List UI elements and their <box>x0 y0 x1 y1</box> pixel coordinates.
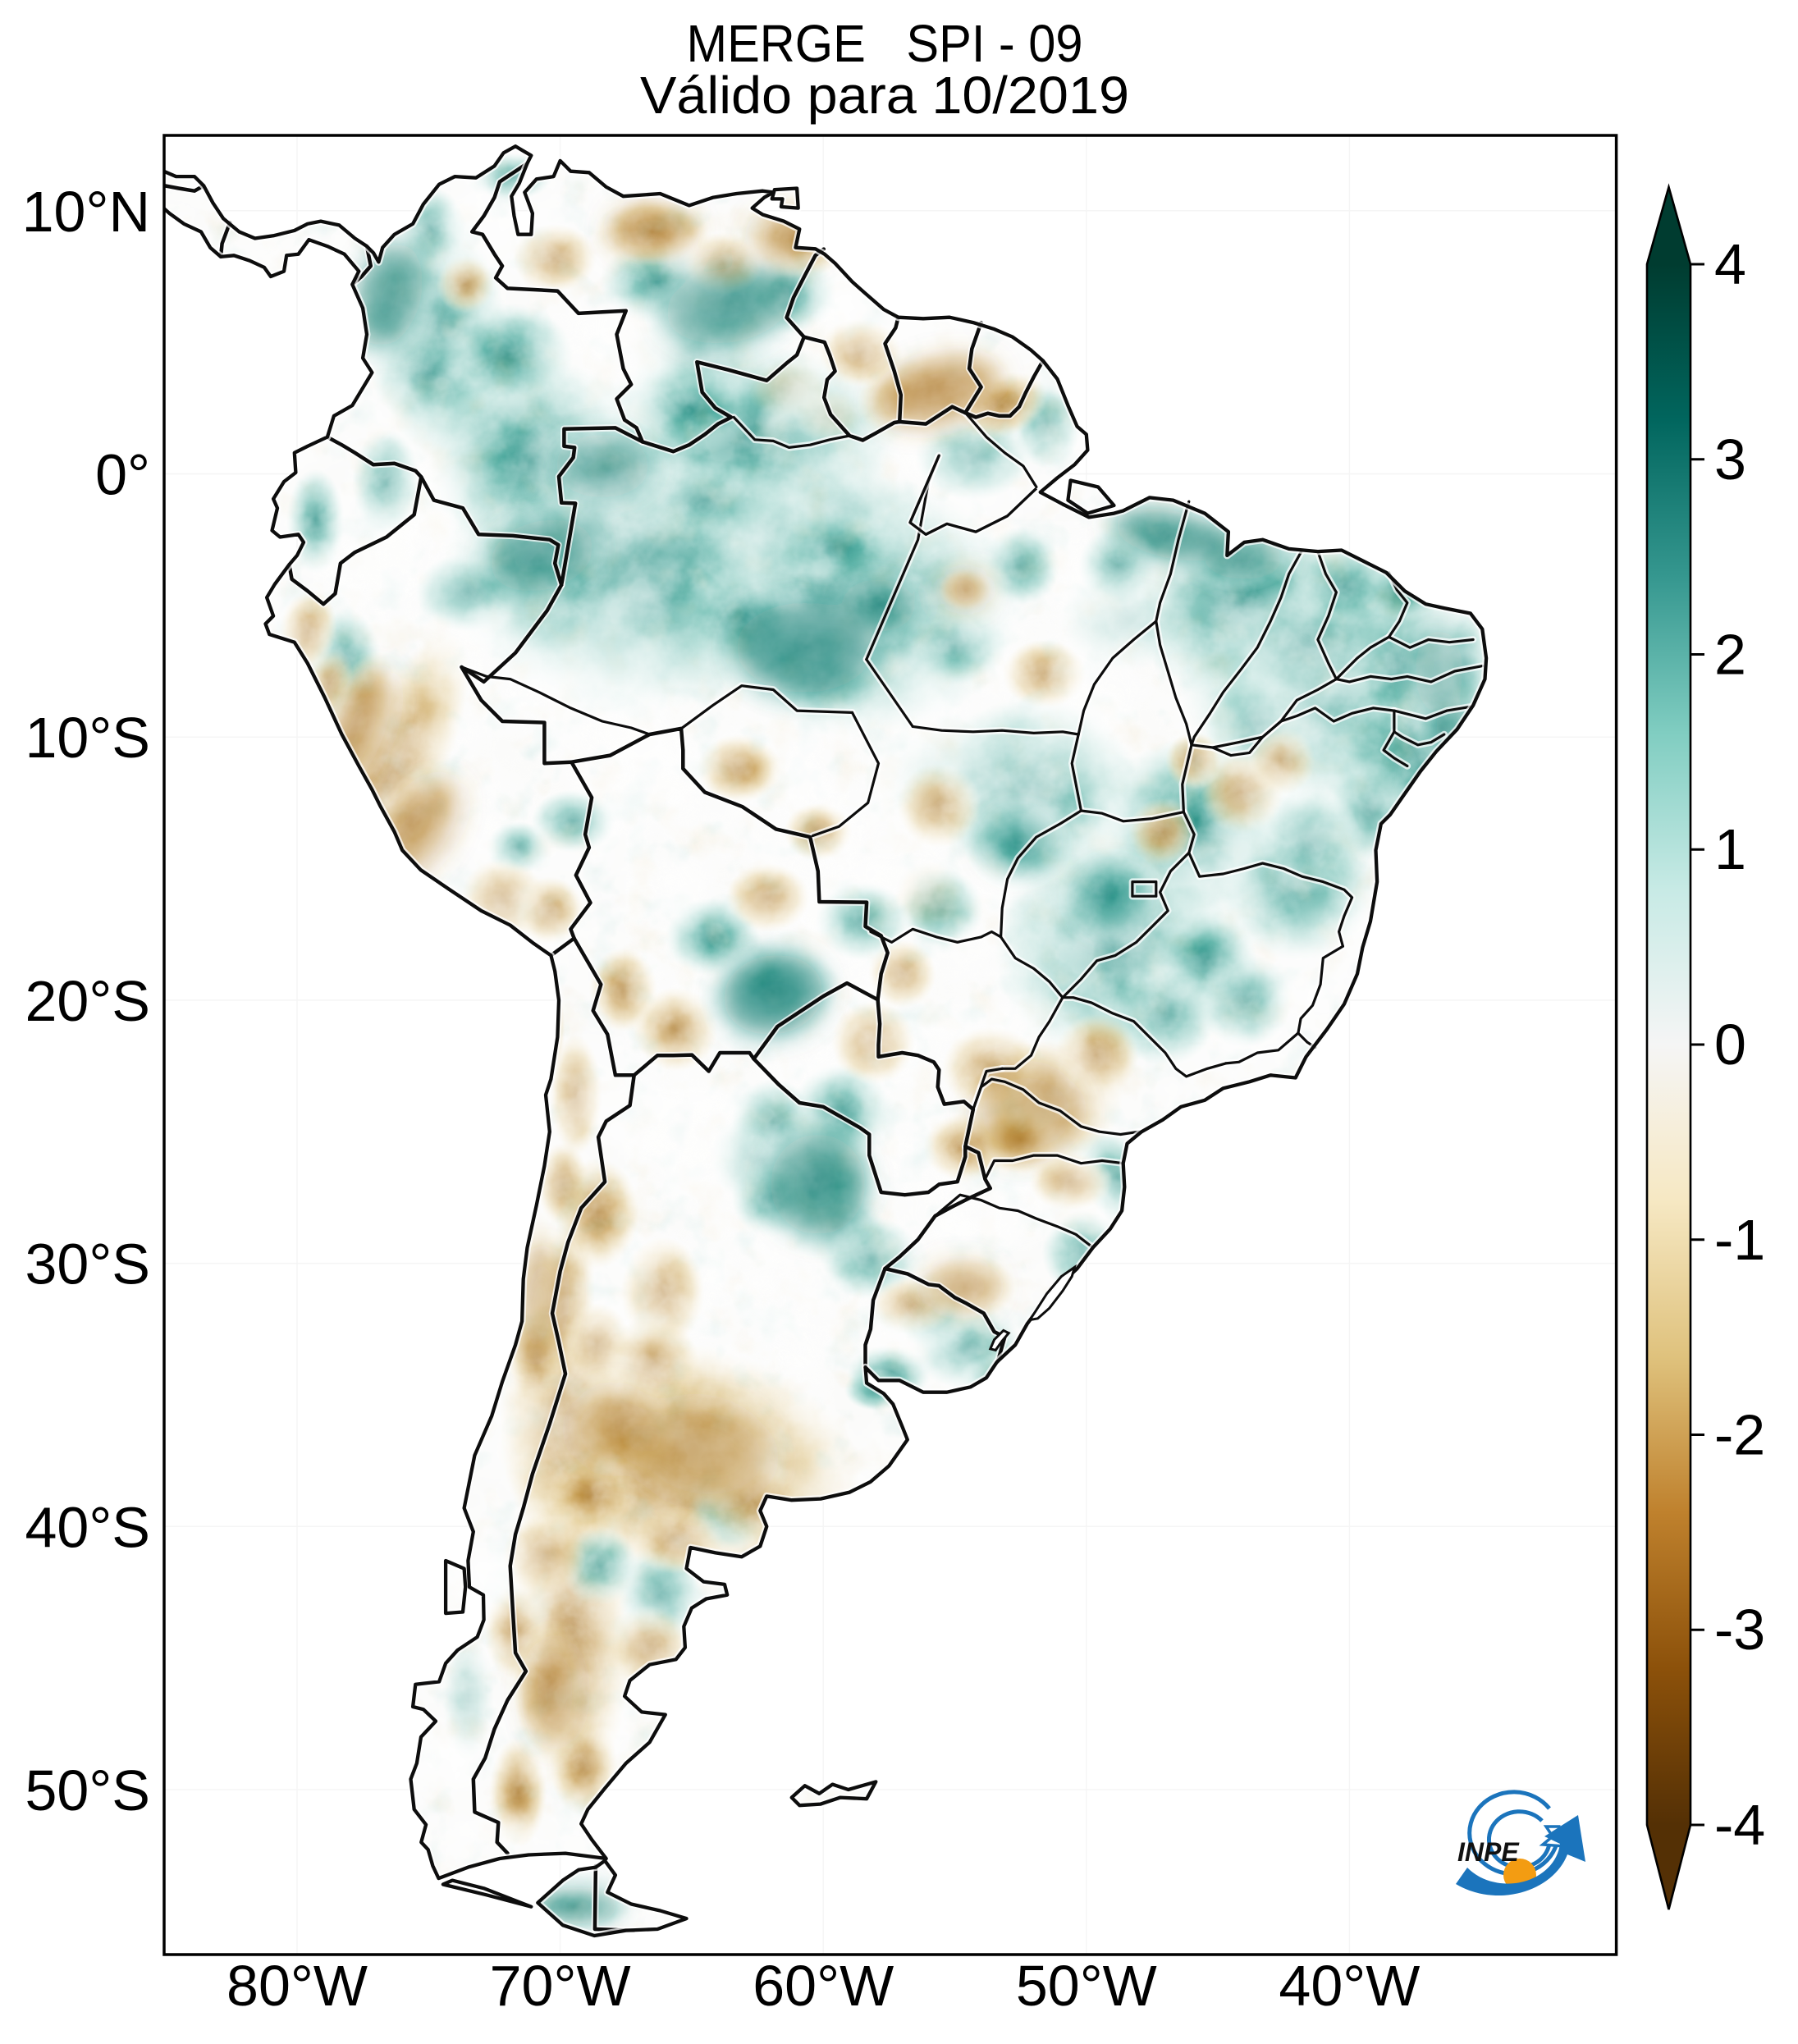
svg-text:-2: -2 <box>1714 1403 1765 1467</box>
svg-text:40°W: 40°W <box>1279 1954 1420 2018</box>
svg-text:INPE: INPE <box>1457 1837 1520 1867</box>
svg-text:-1: -1 <box>1714 1208 1765 1272</box>
svg-text:0°: 0° <box>95 443 150 507</box>
svg-text:Válido para 10/2019: Válido para 10/2019 <box>640 66 1129 125</box>
svg-text:40°S: 40°S <box>25 1495 150 1559</box>
svg-text:60°W: 60°W <box>753 1954 894 2018</box>
svg-text:-4: -4 <box>1714 1793 1765 1857</box>
svg-text:10°N: 10°N <box>22 180 150 244</box>
svg-text:MERGE SPI - 09: MERGE SPI - 09 <box>687 14 1083 73</box>
svg-text:2: 2 <box>1714 623 1746 687</box>
svg-text:30°S: 30°S <box>25 1232 150 1296</box>
svg-text:50°W: 50°W <box>1016 1954 1157 2018</box>
svg-text:4: 4 <box>1714 232 1746 296</box>
svg-text:-3: -3 <box>1714 1598 1765 1662</box>
svg-text:3: 3 <box>1714 428 1746 492</box>
svg-text:0: 0 <box>1714 1013 1746 1077</box>
svg-text:70°W: 70°W <box>490 1954 631 2018</box>
svg-text:1: 1 <box>1714 817 1746 881</box>
svg-text:20°S: 20°S <box>25 969 150 1033</box>
svg-text:50°S: 50°S <box>25 1758 150 1822</box>
svg-text:10°S: 10°S <box>25 706 150 770</box>
svg-text:80°W: 80°W <box>226 1954 368 2018</box>
